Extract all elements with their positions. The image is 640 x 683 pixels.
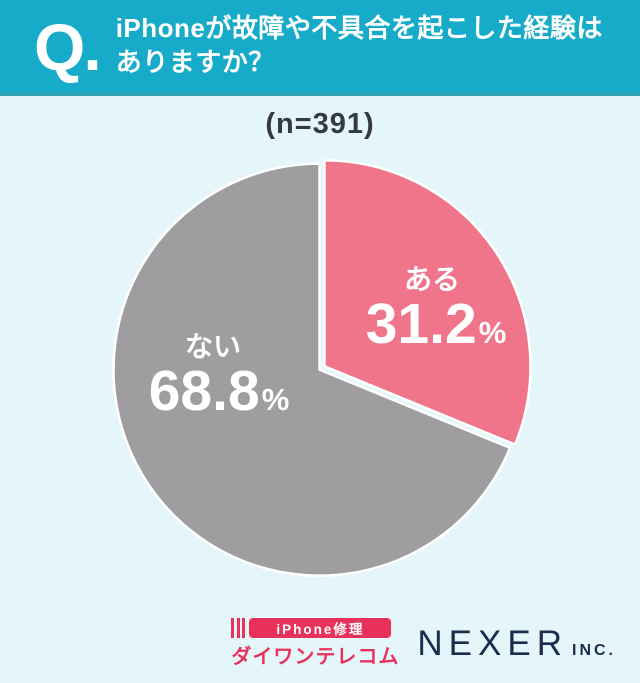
nexer-name: NEXER — [417, 623, 568, 663]
pie-slice-nai-shape — [112, 162, 512, 577]
pie-slice-aru-value-number: 31.2 — [366, 292, 477, 356]
daiwan-bar-icon — [231, 617, 235, 638]
daiwan-company-name: ダイワンテレコム — [231, 645, 400, 668]
pie-slice-aru-label: ある — [404, 264, 460, 295]
question-header: Q. iPhoneが故障や不具合を起こした経験は ありますか？ — [0, 0, 640, 96]
pie-slice-nai: ない 68.8% — [112, 162, 512, 577]
pie-slice-nai-value-unit: % — [262, 382, 290, 417]
daiwan-bar-icon — [236, 617, 240, 638]
daiwan-iphone-repair-badge: iPhone修理 — [249, 617, 392, 638]
nexer-logo: NEXER INC. — [417, 626, 616, 661]
daiwan-bar-icon — [242, 617, 246, 638]
pie-slice-aru-shape — [323, 159, 532, 446]
daiwan-telecom-logo: iPhone修理 ダイワンテレコム — [231, 617, 400, 669]
pie-chart-svg: ある 31.2% ない 68.8% — [112, 159, 532, 577]
pie-slice-aru-value-unit: % — [479, 315, 507, 350]
pie-slice-aru-value: 31.2% — [366, 292, 507, 356]
question-mark-label: Q. — [34, 10, 102, 84]
nexer-inc-suffix: INC. — [572, 641, 616, 659]
question-line-2: ありますか？ — [115, 47, 275, 77]
pie-slice-aru: ある 31.2% — [323, 159, 532, 446]
pie-slice-nai-value: 68.8% — [149, 359, 290, 423]
pie-chart: ある 31.2% ない 68.8% — [0, 143, 640, 613]
pie-slice-nai-label: ない — [185, 331, 241, 362]
daiwan-bars-icon — [231, 617, 246, 638]
question-line-1: iPhoneが故障や不具合を起こした経験は — [115, 13, 603, 44]
question-text: iPhoneが故障や不具合を起こした経験は ありますか？ — [116, 12, 603, 80]
daiwan-logo-top-row: iPhone修理 — [231, 617, 392, 638]
footer-logos: iPhone修理 ダイワンテレコム NEXER INC. — [0, 613, 640, 673]
sample-size-label: (n=391) — [265, 108, 375, 140]
pie-slice-nai-value-number: 68.8 — [149, 359, 260, 423]
